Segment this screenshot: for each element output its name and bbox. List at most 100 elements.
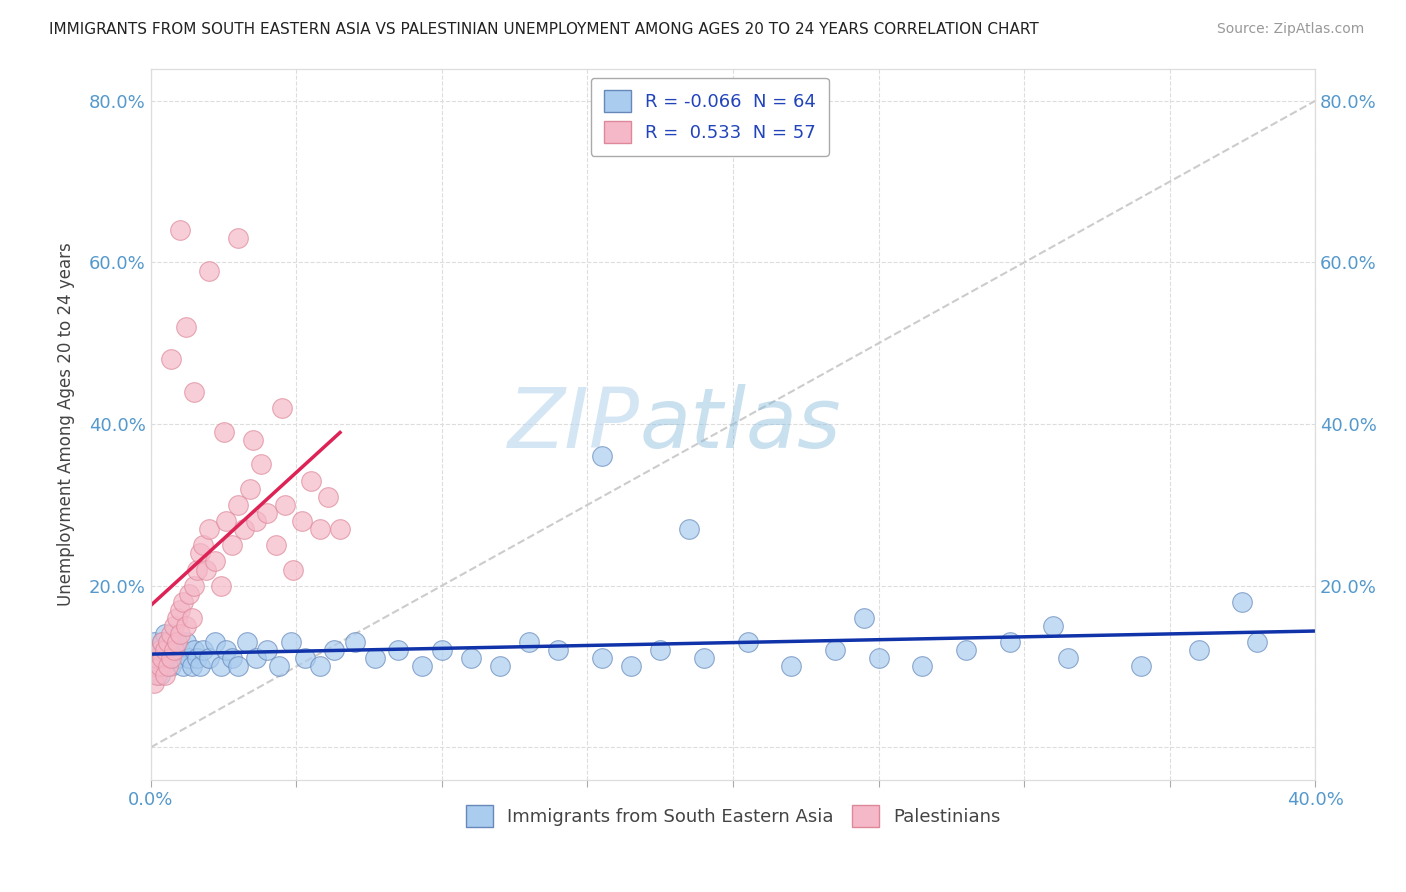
Point xyxy=(169,603,191,617)
Point xyxy=(142,659,165,673)
Point xyxy=(188,659,211,673)
Point xyxy=(188,546,211,560)
Point xyxy=(256,643,278,657)
Point xyxy=(270,401,292,415)
Point xyxy=(157,659,180,673)
Point xyxy=(174,320,197,334)
Point xyxy=(209,579,232,593)
Point xyxy=(824,643,846,657)
Point xyxy=(250,458,273,472)
Point xyxy=(737,635,759,649)
Point xyxy=(180,659,202,673)
Point xyxy=(1056,651,1078,665)
Point xyxy=(148,667,170,681)
Point xyxy=(245,514,267,528)
Point xyxy=(308,659,330,673)
Point xyxy=(166,651,188,665)
Point xyxy=(204,635,226,649)
Point xyxy=(998,635,1021,649)
Point xyxy=(155,651,177,665)
Point xyxy=(283,562,305,576)
Point xyxy=(233,522,256,536)
Point xyxy=(280,635,302,649)
Point xyxy=(212,425,235,439)
Point xyxy=(226,659,249,673)
Point xyxy=(145,651,167,665)
Point xyxy=(169,643,191,657)
Point xyxy=(460,651,482,665)
Point xyxy=(198,522,221,536)
Point xyxy=(242,434,264,448)
Y-axis label: Unemployment Among Ages 20 to 24 years: Unemployment Among Ages 20 to 24 years xyxy=(58,243,75,606)
Point xyxy=(517,635,540,649)
Point xyxy=(221,538,243,552)
Point xyxy=(239,482,262,496)
Point xyxy=(264,538,287,552)
Point xyxy=(155,667,177,681)
Point xyxy=(221,651,243,665)
Point xyxy=(152,651,174,665)
Point xyxy=(780,659,803,673)
Point xyxy=(329,522,352,536)
Point xyxy=(186,651,208,665)
Point xyxy=(142,635,165,649)
Point xyxy=(172,659,194,673)
Point xyxy=(155,643,177,657)
Point xyxy=(299,474,322,488)
Point xyxy=(650,643,672,657)
Legend: Immigrants from South Eastern Asia, Palestinians: Immigrants from South Eastern Asia, Pale… xyxy=(458,798,1008,835)
Point xyxy=(693,651,716,665)
Point xyxy=(163,635,186,649)
Point xyxy=(174,635,197,649)
Point xyxy=(430,643,453,657)
Point xyxy=(186,562,208,576)
Point xyxy=(155,627,177,641)
Point xyxy=(142,675,165,690)
Point xyxy=(193,538,215,552)
Point xyxy=(256,506,278,520)
Point xyxy=(152,635,174,649)
Point xyxy=(148,659,170,673)
Point xyxy=(163,619,186,633)
Point xyxy=(163,643,186,657)
Point xyxy=(145,667,167,681)
Point xyxy=(160,352,183,367)
Point xyxy=(489,659,512,673)
Point xyxy=(183,579,205,593)
Point xyxy=(955,643,977,657)
Text: IMMIGRANTS FROM SOUTH EASTERN ASIA VS PALESTINIAN UNEMPLOYMENT AMONG AGES 20 TO : IMMIGRANTS FROM SOUTH EASTERN ASIA VS PA… xyxy=(49,22,1039,37)
Point xyxy=(308,522,330,536)
Point xyxy=(620,659,643,673)
Point xyxy=(152,635,174,649)
Point xyxy=(323,643,346,657)
Point xyxy=(193,643,215,657)
Point xyxy=(172,595,194,609)
Point xyxy=(160,651,183,665)
Point xyxy=(198,263,221,277)
Point xyxy=(148,643,170,657)
Point xyxy=(236,635,259,649)
Point xyxy=(547,643,569,657)
Point xyxy=(198,651,221,665)
Point xyxy=(318,490,340,504)
Point xyxy=(591,651,613,665)
Point xyxy=(911,659,934,673)
Point xyxy=(195,562,218,576)
Point xyxy=(177,587,200,601)
Point xyxy=(157,643,180,657)
Point xyxy=(226,231,249,245)
Point xyxy=(291,514,314,528)
Point xyxy=(215,514,238,528)
Point xyxy=(169,223,191,237)
Point xyxy=(1188,643,1211,657)
Point xyxy=(145,651,167,665)
Point xyxy=(183,643,205,657)
Point xyxy=(157,635,180,649)
Point xyxy=(364,651,387,665)
Point xyxy=(166,611,188,625)
Point xyxy=(160,627,183,641)
Point xyxy=(1232,595,1254,609)
Point xyxy=(166,635,188,649)
Point xyxy=(177,651,200,665)
Text: Source: ZipAtlas.com: Source: ZipAtlas.com xyxy=(1216,22,1364,37)
